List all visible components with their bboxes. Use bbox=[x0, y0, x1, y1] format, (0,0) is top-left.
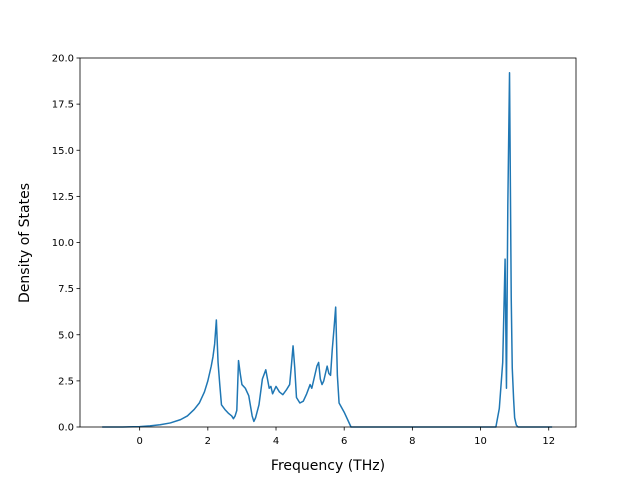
y-axis-title: Density of States bbox=[17, 183, 33, 303]
x-tick-label: 2 bbox=[205, 436, 211, 447]
x-tick-label: 0 bbox=[136, 436, 142, 447]
y-tick-label: 10.0 bbox=[52, 238, 74, 249]
y-axis-ticks: 0.0 2.5 5.0 7.5 10.0 12.5 15.0 17.5 20.0 bbox=[52, 54, 80, 434]
x-tick-label: 12 bbox=[542, 436, 555, 447]
y-tick-label: 2.5 bbox=[58, 376, 74, 387]
x-tick-label: 10 bbox=[474, 436, 487, 447]
y-tick-label: 12.5 bbox=[52, 192, 74, 203]
y-tick-label: 5.0 bbox=[58, 330, 74, 341]
x-axis-title: Frequency (THz) bbox=[271, 458, 385, 474]
y-tick-label: 20.0 bbox=[52, 54, 74, 65]
y-tick-label: 15.0 bbox=[52, 146, 74, 157]
x-tick-label: 4 bbox=[273, 436, 279, 447]
y-tick-label: 0.0 bbox=[58, 423, 74, 434]
y-tick-label: 17.5 bbox=[52, 100, 74, 111]
x-tick-label: 8 bbox=[409, 436, 415, 447]
y-tick-label: 7.5 bbox=[58, 284, 74, 295]
x-axis-ticks: 0 2 4 6 8 10 12 bbox=[136, 427, 555, 447]
x-tick-label: 6 bbox=[341, 436, 347, 447]
